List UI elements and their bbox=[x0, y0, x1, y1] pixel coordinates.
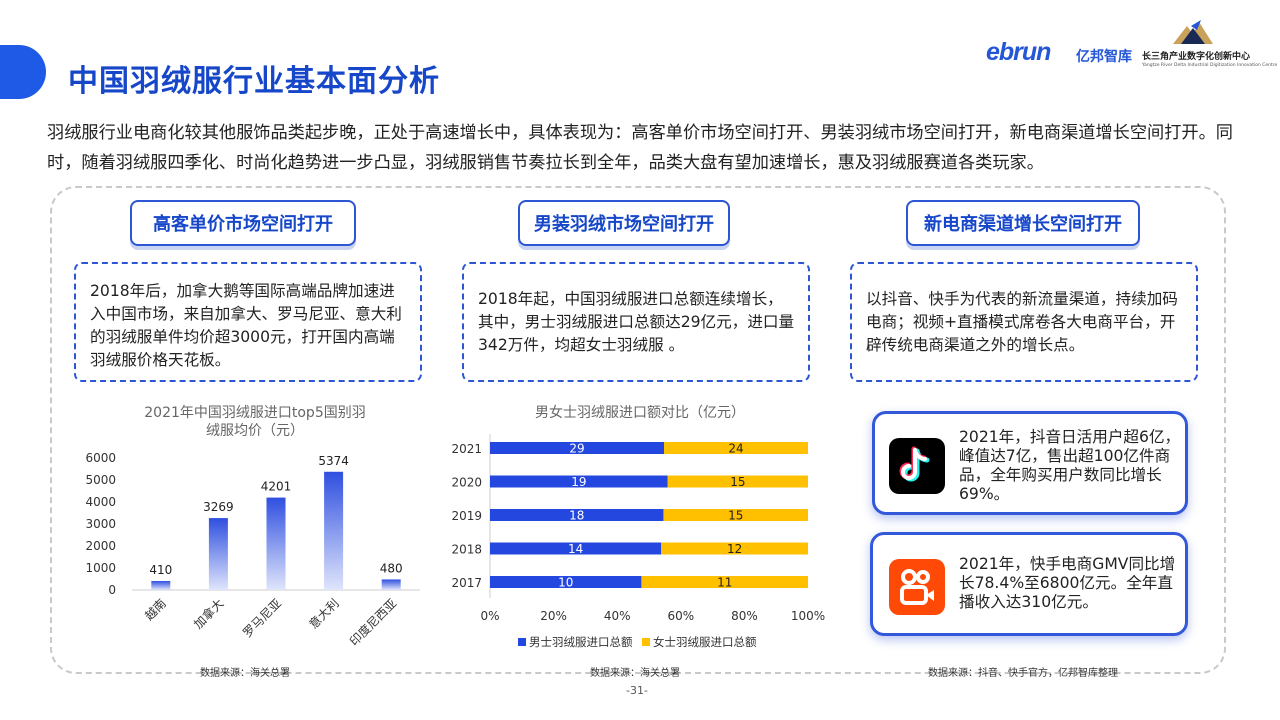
text-box-high-price: 2018年后，加拿大鹅等国际高端品牌加速进入中国市场，来自加拿大、罗马尼亚、意大… bbox=[74, 262, 422, 382]
logo-brand: ebrun bbox=[986, 38, 1051, 66]
bar-value-label: 5374 bbox=[318, 454, 349, 468]
bar bbox=[208, 518, 228, 590]
y-tick-label: 2021 bbox=[451, 442, 482, 456]
bar-value-label: 19 bbox=[571, 475, 586, 489]
legend-label-female: 女士羽绒服进口总额 bbox=[653, 635, 757, 649]
bar-male bbox=[490, 509, 664, 521]
heading-high-price: 高客单价市场空间打开 bbox=[130, 200, 356, 246]
y-tick-label: 2017 bbox=[451, 576, 482, 590]
partner-name-en: Yangtze River Delta Industrial Digitizat… bbox=[1142, 63, 1278, 68]
chart1-title: 2021年中国羽绒服进口top5国别羽绒服均价（元） bbox=[144, 405, 366, 439]
x-tick-label: 罗马尼亚 bbox=[240, 596, 284, 640]
x-tick-label: 印度尼西亚 bbox=[346, 596, 399, 649]
page-title: 中国羽绒服行业基本面分析 bbox=[68, 64, 440, 99]
x-tick-label: 80% bbox=[731, 609, 758, 623]
chart2-title: 男女士羽绒服进口额对比（亿元） bbox=[535, 405, 745, 421]
x-tick-label: 0% bbox=[480, 609, 499, 623]
corner-accent bbox=[0, 45, 46, 99]
x-tick-label: 加拿大 bbox=[190, 596, 226, 632]
legend-swatch-female bbox=[642, 638, 650, 646]
douyin-card-text: 2021年，抖音日活用户超6亿，峰值达7亿，售出超100亿件商品，全年购买用户数… bbox=[959, 428, 1181, 503]
y-tick-label: 4000 bbox=[85, 495, 116, 509]
y-tick-label: 5000 bbox=[85, 473, 116, 487]
content-frame bbox=[50, 186, 1226, 674]
partner-logo-icon bbox=[1173, 20, 1213, 44]
bar bbox=[151, 580, 171, 590]
x-tick-label: 意大利 bbox=[306, 596, 342, 632]
bar-value-label: 18 bbox=[569, 509, 584, 523]
legend-label-male: 男士羽绒服进口总额 bbox=[529, 635, 633, 649]
y-tick-label: 2019 bbox=[451, 509, 482, 523]
import-compare-stacked-bar-chart: 2021 29 24 2020 19 15 2019 18 15 2018 14 12 2017 10 11… bbox=[451, 434, 825, 649]
bar-value-label: 12 bbox=[727, 542, 742, 556]
bar-male bbox=[490, 542, 662, 555]
bar bbox=[381, 579, 401, 590]
avg-price-bar-chart: 0 1000 2000 3000 4000 5000 6000 410 越南 3269 加拿大 420… bbox=[85, 451, 420, 649]
kuaishou-card: 2021年，快手电商GMV同比增长78.4%至6800亿元。全年直播收入达310… bbox=[870, 532, 1188, 636]
y-tick-label: 2018 bbox=[451, 543, 482, 557]
x-tick-label: 越南 bbox=[141, 596, 169, 624]
heading-new-channel: 新电商渠道增长空间打开 bbox=[906, 200, 1140, 246]
bar-value-label: 24 bbox=[728, 442, 743, 456]
bar-female bbox=[663, 509, 808, 521]
source-note-3: 数据来源：抖音、快手官方，亿邦智库整理 bbox=[928, 668, 1118, 679]
logo: ebrun 亿邦智库 长三角产业数字化创新中心 Yangtze River De… bbox=[986, 18, 1277, 78]
bar-female bbox=[661, 542, 808, 555]
douyin-icon bbox=[889, 438, 945, 494]
page-number: -31- bbox=[626, 684, 648, 697]
bar-value-label: 29 bbox=[569, 442, 584, 456]
bar-male bbox=[490, 475, 668, 488]
x-tick-label: 40% bbox=[604, 609, 631, 623]
bar-value-label: 410 bbox=[149, 563, 172, 577]
y-tick-label: 2020 bbox=[451, 476, 482, 490]
y-tick-label: 3000 bbox=[85, 517, 116, 531]
x-tick-label: 60% bbox=[667, 609, 694, 623]
bar-female bbox=[664, 442, 808, 454]
x-tick-label: 100% bbox=[791, 609, 825, 623]
intro-paragraph: 羽绒服行业电商化较其他服饰品类起步晚，正处于高速增长中，具体表现为：高客单价市场… bbox=[47, 123, 1233, 173]
kuaishou-card-text: 2021年，快手电商GMV同比增长78.4%至6800亿元。全年直播收入达310… bbox=[959, 555, 1176, 611]
heading-menswear: 男装羽绒市场空间打开 bbox=[518, 200, 730, 246]
bar bbox=[324, 471, 344, 590]
bar-value-label: 4201 bbox=[261, 480, 292, 494]
bar-value-label: 11 bbox=[717, 576, 732, 590]
partner-name-cn: 长三角产业数字化创新中心 bbox=[1142, 52, 1251, 62]
legend-swatch-male bbox=[518, 638, 526, 646]
logo-brand-cn: 亿邦智库 bbox=[1076, 49, 1132, 65]
bar-value-label: 14 bbox=[568, 542, 583, 556]
source-note-2: 数据来源：海关总署 bbox=[590, 668, 680, 679]
bar-value-label: 10 bbox=[558, 576, 573, 590]
bar-value-label: 15 bbox=[730, 475, 745, 489]
bar bbox=[266, 497, 286, 590]
bar-value-label: 15 bbox=[728, 509, 743, 523]
bar-female bbox=[641, 576, 808, 588]
y-tick-label: 1000 bbox=[85, 561, 116, 575]
bar-female bbox=[667, 475, 808, 488]
source-note-1: 数据来源：海关总署 bbox=[200, 668, 290, 679]
douyin-card: 2021年，抖音日活用户超6亿，峰值达7亿，售出超100亿件商品，全年购买用户数… bbox=[872, 411, 1188, 515]
y-tick-label: 2000 bbox=[85, 539, 116, 553]
x-tick-label: 20% bbox=[540, 609, 567, 623]
y-tick-label: 6000 bbox=[85, 451, 116, 465]
text-box-menswear: 2018年起，中国羽绒服进口总额连续增长，其中，男士羽绒服进口总额达29亿元，进… bbox=[462, 262, 810, 382]
bar-value-label: 480 bbox=[380, 561, 403, 575]
bar-value-label: 3269 bbox=[203, 500, 234, 514]
y-tick-label: 0 bbox=[108, 583, 116, 597]
bar-male bbox=[490, 442, 664, 454]
kuaishou-icon bbox=[889, 559, 945, 615]
bar-male bbox=[490, 576, 642, 588]
text-box-new-channel: 以抖音、快手为代表的新流量渠道，持续加码电商；视频+直播模式席卷各大电商平台，开… bbox=[850, 262, 1198, 382]
